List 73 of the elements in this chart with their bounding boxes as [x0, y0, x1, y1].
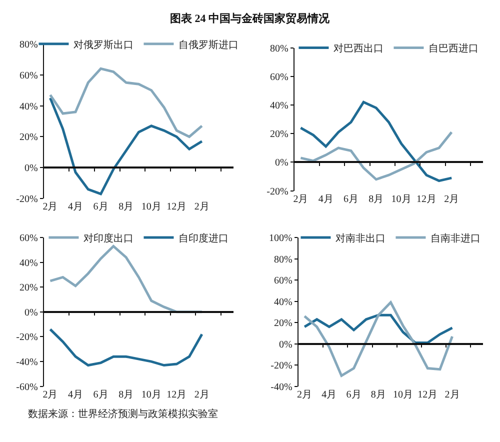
y-tick-label: 20% — [270, 129, 288, 140]
chart-title: 图表 24 中国与金砖国家贸易情况 — [170, 12, 330, 25]
y-tick-label: -20% — [16, 332, 38, 344]
legend-label: 自巴西进口 — [428, 42, 479, 55]
y-tick-label: -20% — [266, 186, 288, 198]
x-tick-label: 12月 — [418, 389, 438, 400]
line-series — [299, 130, 453, 181]
y-tick-label: -40% — [16, 357, 38, 368]
x-tick-label: 4月 — [68, 202, 84, 213]
line-series — [299, 100, 453, 182]
x-tick-label: 2月 — [444, 389, 460, 400]
x-tick-label: 6月 — [93, 202, 108, 213]
line-series — [303, 301, 454, 377]
line-series — [48, 244, 204, 314]
line-series — [48, 67, 204, 138]
legend-label: 对俄罗斯出口 — [74, 38, 134, 51]
y-tick-label: 60% — [19, 70, 38, 82]
y-tick-label: 80% — [274, 254, 292, 266]
line-series — [48, 96, 204, 196]
y-tick-label: 60% — [19, 233, 38, 244]
source-note: 数据来源：世界经济预测与政策模拟实验室 — [28, 408, 218, 420]
x-tick-label: 2月 — [194, 389, 210, 400]
legend-label: 自印度进口 — [178, 232, 229, 244]
x-tick-label: 10月 — [393, 389, 414, 400]
y-tick-label: 40% — [19, 101, 38, 112]
legend-label: 对南非出口 — [336, 232, 386, 244]
x-tick-label: 8月 — [368, 194, 384, 205]
x-tick-label: 8月 — [370, 389, 386, 400]
y-tick-label: -20% — [16, 194, 38, 206]
y-tick-label: 100% — [268, 233, 292, 244]
x-tick-label: 12月 — [166, 389, 187, 400]
legend-label: 自俄罗斯进口 — [178, 38, 239, 51]
x-tick-label: 10月 — [141, 389, 162, 400]
y-tick-label: 0% — [274, 158, 288, 169]
y-tick-label: 20% — [19, 282, 38, 294]
y-tick-label: 0% — [24, 163, 38, 174]
x-tick-label: 2月 — [293, 194, 308, 205]
y-tick-label: 40% — [274, 296, 292, 308]
x-tick-label: 8月 — [118, 389, 134, 400]
x-tick-label: 2月 — [42, 202, 58, 213]
x-tick-label: 6月 — [344, 194, 358, 205]
legend-label: 自南非进口 — [430, 232, 481, 244]
x-tick-label: 6月 — [93, 389, 108, 400]
x-tick-label: 2月 — [444, 194, 460, 205]
x-tick-label: 6月 — [346, 389, 362, 400]
x-tick-label: 4月 — [318, 194, 334, 205]
x-tick-label: 8月 — [118, 202, 134, 213]
x-tick-label: 2月 — [297, 389, 312, 400]
y-tick-label: 0% — [278, 339, 292, 350]
legend-label: 对印度出口 — [84, 232, 134, 244]
y-tick-label: -60% — [16, 382, 38, 393]
x-tick-label: 4月 — [68, 389, 84, 400]
x-tick-label: 12月 — [166, 202, 187, 213]
x-tick-label: 10月 — [391, 194, 412, 205]
y-tick-label: 80% — [270, 43, 288, 54]
x-tick-label: 4月 — [322, 389, 337, 400]
x-tick-label: 2月 — [194, 202, 210, 213]
line-series — [303, 314, 454, 344]
legend-label: 对巴西出口 — [334, 42, 384, 55]
y-tick-label: 0% — [24, 307, 38, 318]
y-tick-label: 60% — [270, 72, 288, 83]
y-tick-label: 40% — [19, 258, 38, 269]
x-tick-label: 12月 — [416, 194, 436, 205]
y-tick-label: 20% — [274, 318, 292, 330]
y-tick-label: 40% — [270, 100, 288, 112]
y-tick-label: 80% — [19, 39, 38, 50]
x-tick-label: 2月 — [42, 389, 58, 400]
y-tick-label: 20% — [19, 132, 38, 144]
x-tick-label: 10月 — [141, 202, 162, 213]
y-tick-label: -40% — [270, 382, 292, 393]
y-tick-label: 60% — [274, 276, 292, 287]
line-series — [48, 328, 204, 367]
y-tick-label: -20% — [270, 360, 292, 372]
